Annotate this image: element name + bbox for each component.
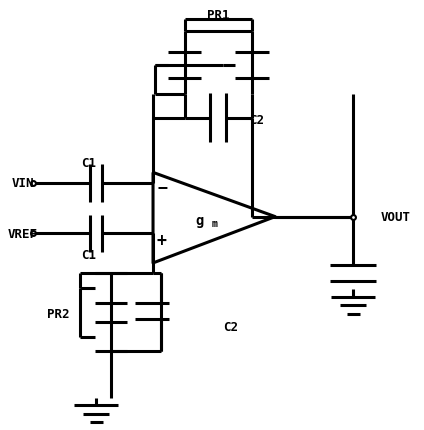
Text: VIN: VIN (12, 177, 34, 190)
Text: PR1: PR1 (207, 9, 229, 22)
Text: C2: C2 (223, 320, 238, 333)
Text: C1: C1 (81, 248, 96, 261)
Text: VREF: VREF (8, 227, 38, 240)
Text: C1: C1 (81, 157, 96, 170)
Text: m: m (211, 218, 217, 228)
Text: g: g (195, 213, 204, 227)
Text: C2: C2 (249, 114, 264, 127)
Text: −: − (157, 178, 167, 195)
Text: PR2: PR2 (47, 307, 70, 320)
Text: VOUT: VOUT (380, 211, 410, 224)
Text: +: + (157, 231, 167, 249)
